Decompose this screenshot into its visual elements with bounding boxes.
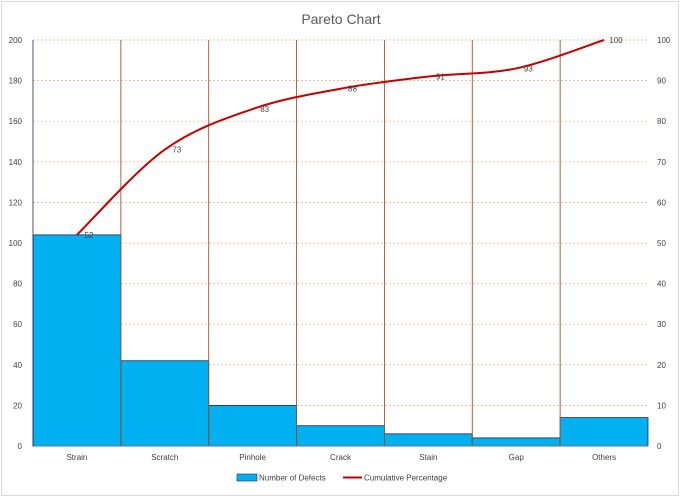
- y-tick-label: 180: [9, 77, 23, 86]
- y2-tick-label: 30: [657, 320, 666, 329]
- y-tick-label: 120: [9, 198, 23, 207]
- category-label: Stain: [419, 453, 437, 462]
- y2-tick-label: 10: [657, 401, 666, 410]
- y2-tick-label: 20: [657, 361, 666, 370]
- y-tick-label: 60: [13, 320, 22, 329]
- y-tick-label: 40: [13, 361, 22, 370]
- bar-stain: [384, 433, 473, 447]
- y-tick-label: 160: [9, 117, 23, 126]
- bar-pinhole: [208, 404, 297, 447]
- cumulative-data-label: 88: [348, 85, 357, 94]
- y2-tick-label: 60: [657, 198, 666, 207]
- category-label: Scratch: [151, 453, 178, 462]
- category-separators: [120, 40, 561, 446]
- bar-strain: [32, 234, 122, 447]
- legend-bar-swatch: [236, 473, 258, 482]
- y2-tick-label: 90: [657, 77, 666, 86]
- bars: [32, 234, 649, 447]
- y2-tick-label: 0: [657, 442, 662, 451]
- y-tick-label: 100: [9, 239, 23, 248]
- cumulative-data-label: 91: [436, 73, 445, 82]
- legend-label-defects: Number of Defects: [259, 474, 326, 483]
- y2-tick-label: 80: [657, 117, 666, 126]
- y2-tick-label: 50: [657, 239, 666, 248]
- cumulative-data-label: 83: [260, 105, 269, 114]
- category-label: Others: [592, 453, 616, 462]
- legend: Number of Defects Cumulative Percentage: [236, 473, 448, 483]
- y2-tick-label: 40: [657, 280, 666, 289]
- category-label: Strain: [66, 453, 87, 462]
- gridlines: [33, 39, 648, 406]
- chart-title: Pareto Chart: [301, 11, 380, 27]
- category-label: Gap: [509, 453, 525, 462]
- cumulative-data-label: 73: [172, 146, 181, 155]
- category-label: Crack: [330, 453, 352, 462]
- cumulative-data-label: 52: [84, 231, 93, 240]
- y-tick-label: 140: [9, 158, 23, 167]
- y2-tick-label: 100: [657, 36, 671, 45]
- cumulative-data-label: 93: [524, 64, 533, 73]
- y2-tick-label: 70: [657, 158, 666, 167]
- y-tick-label: 20: [13, 401, 22, 410]
- bar-gap: [471, 437, 561, 447]
- bar-others: [559, 417, 649, 447]
- category-label: Pinhole: [239, 453, 266, 462]
- data-labels: 52 73 83 88 91 93 100: [84, 36, 623, 240]
- cumulative-line: [76, 39, 605, 236]
- legend-label-cumulative: Cumulative Percentage: [364, 474, 448, 483]
- bar-scratch: [120, 360, 210, 447]
- y-tick-label: 80: [13, 280, 22, 289]
- cumulative-data-label: 100: [609, 36, 623, 45]
- y-tick-label: 0: [18, 442, 23, 451]
- y-tick-label: 200: [9, 36, 23, 45]
- bar-crack: [296, 425, 385, 447]
- cumulative-percentage-line: [76, 39, 605, 236]
- axis-ticks: 0 20 40 60 80 100 120 140 160 180 200 0 10 20 30 40 50 60…: [9, 36, 671, 462]
